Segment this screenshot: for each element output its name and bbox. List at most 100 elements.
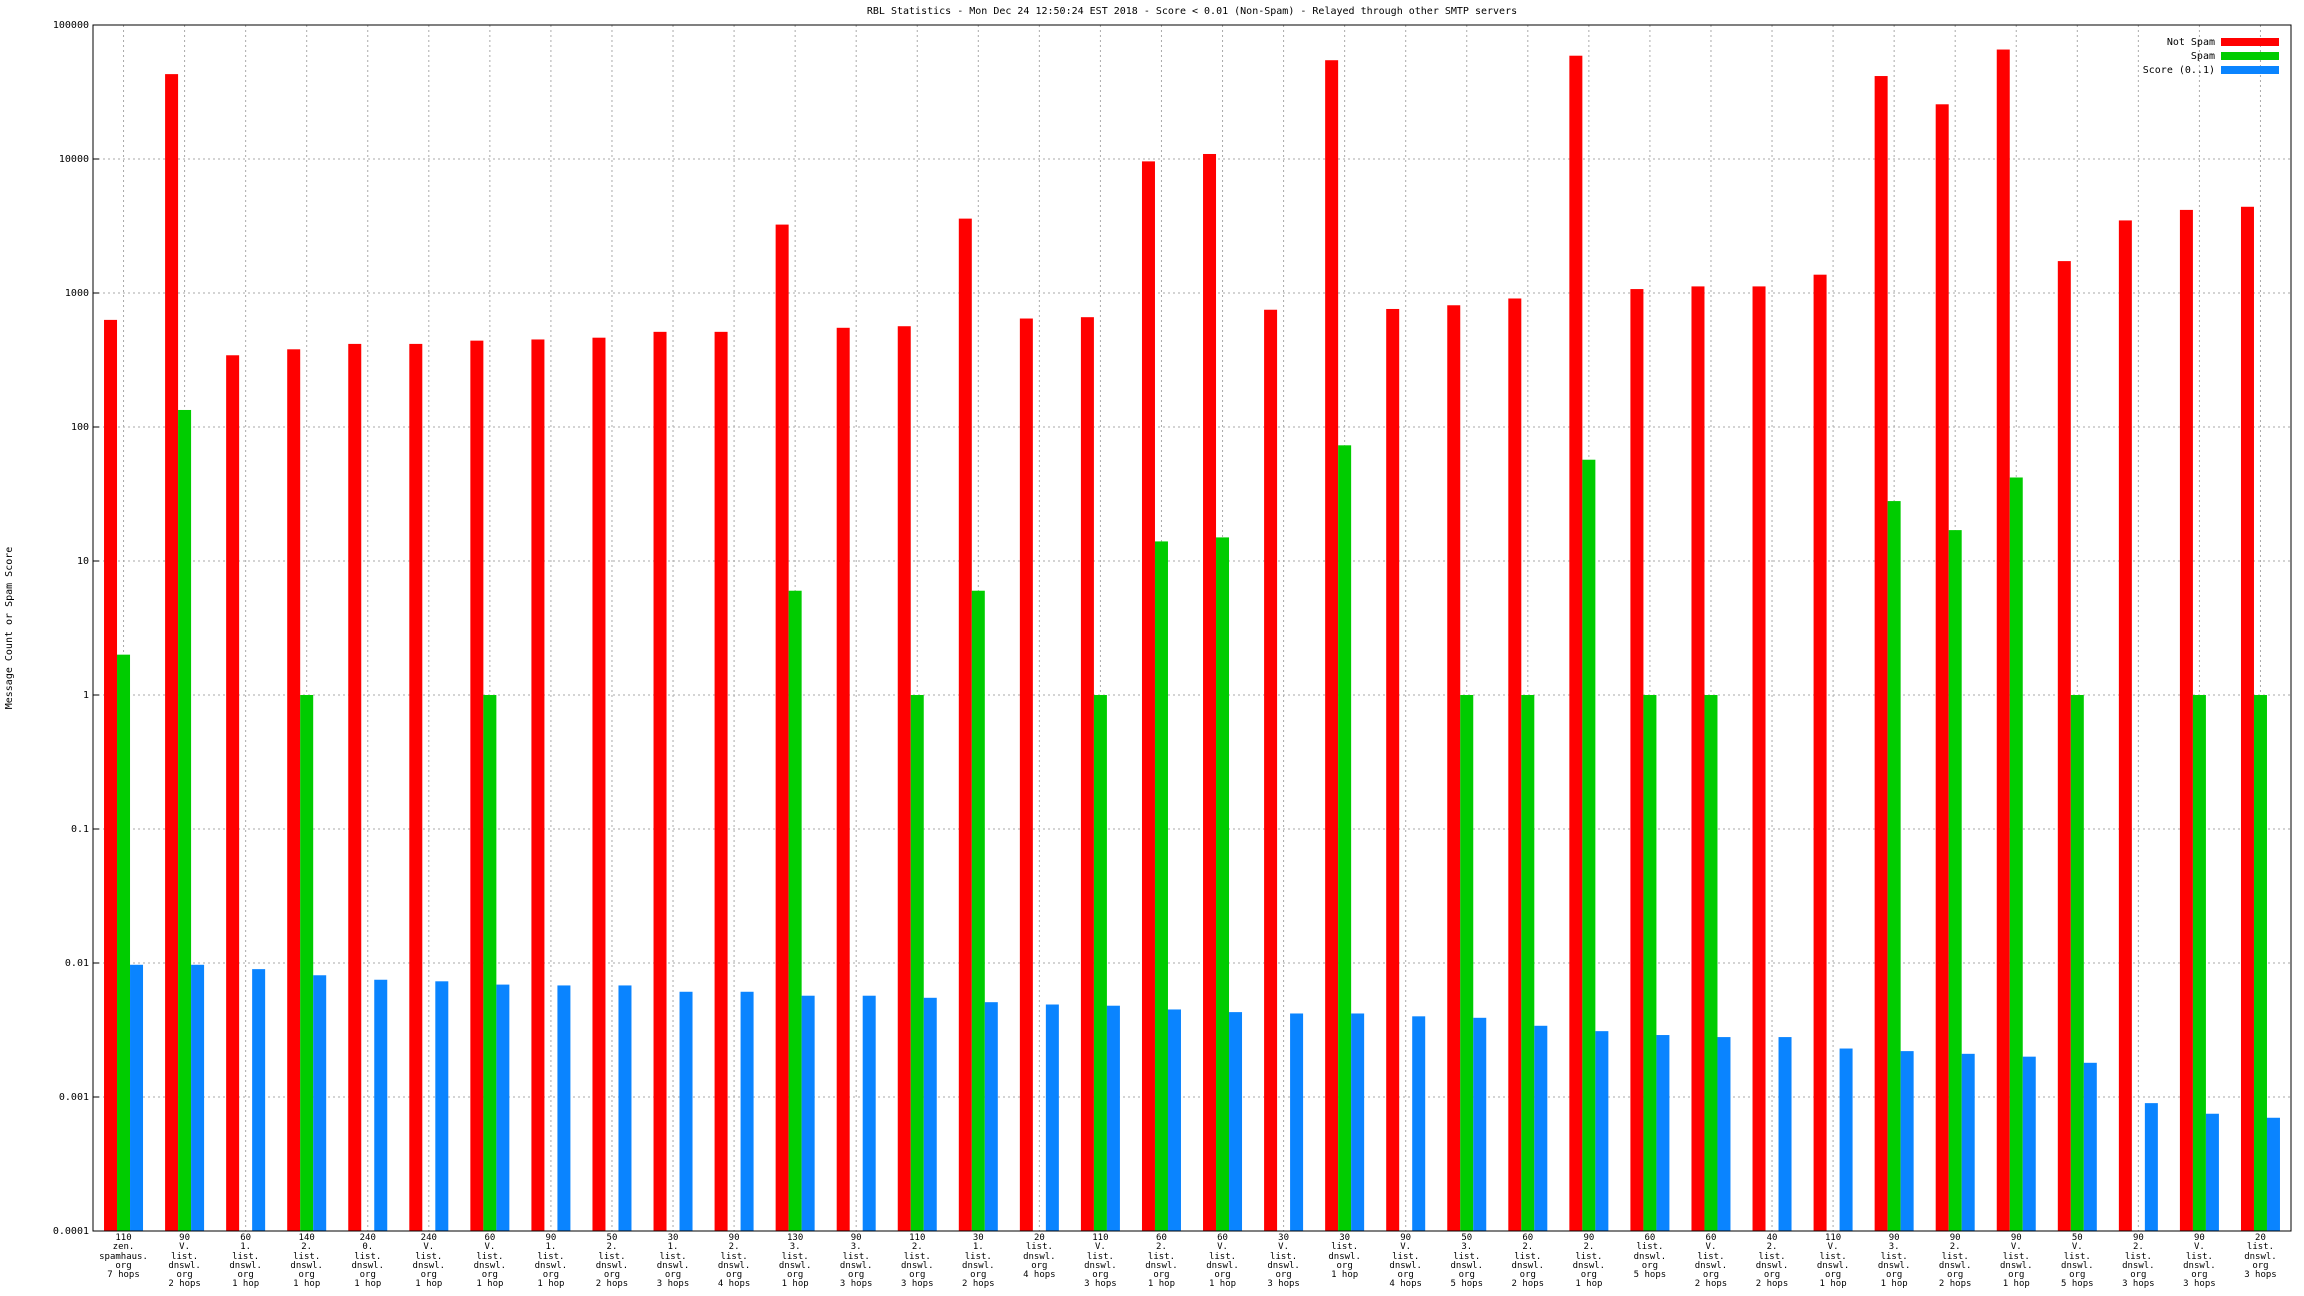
bar (226, 355, 240, 1231)
bar (1325, 60, 1339, 1231)
bar (592, 337, 606, 1231)
bar (1080, 317, 1094, 1231)
bar (1948, 530, 1962, 1231)
x-tick-label: 90 3. list. dnswl. org 3 hops (839, 1233, 873, 1290)
bar (1595, 1031, 1609, 1231)
bar (287, 349, 301, 1232)
bar (1704, 695, 1718, 1231)
bar (130, 964, 144, 1231)
x-tick-label: 30 1. list. dnswl. org 3 hops (656, 1233, 690, 1290)
bar (104, 319, 118, 1231)
bar (1717, 1037, 1731, 1231)
bar (714, 331, 728, 1232)
bar (788, 590, 802, 1231)
x-tick-label: 60 V. list. dnswl. org 2 hops (1694, 1233, 1728, 1290)
bar (1569, 55, 1583, 1232)
bar (1813, 274, 1827, 1231)
bar (984, 1002, 998, 1231)
bar (1264, 309, 1278, 1231)
y-tick-label: 1000 (65, 288, 89, 299)
x-tick-label: 40 2. list. dnswl. org 2 hops (1755, 1233, 1789, 1290)
y-tick-label: 100000 (53, 20, 89, 31)
bar (1473, 1017, 1487, 1231)
legend-swatch (2221, 66, 2279, 74)
bar (1508, 298, 1522, 1231)
bar (1460, 695, 1474, 1231)
bar (470, 340, 484, 1231)
legend-swatch (2221, 38, 2279, 46)
x-tick-label: 60 list. dnswl. org 5 hops (1633, 1233, 1667, 1281)
bar (618, 985, 632, 1231)
y-tick-label: 1 (83, 690, 89, 701)
x-tick-label: 90 2. list. dnswl. org 3 hops (2122, 1233, 2155, 1290)
bar (1961, 1053, 1975, 1231)
bar (1582, 459, 1596, 1231)
bar (801, 995, 815, 1231)
x-tick-label: 240 0. list. dnswl. org 1 hop (351, 1233, 384, 1290)
bar (1691, 286, 1705, 1231)
x-tick-label: 60 1. list. dnswl. org 1 hop (229, 1233, 262, 1290)
x-tick-label: 140 2. list. dnswl. org 1 hop (290, 1233, 323, 1290)
bar (1203, 153, 1217, 1231)
bar (1521, 695, 1535, 1231)
x-tick-label: 90 1. list. dnswl. org 1 hop (534, 1233, 568, 1290)
x-tick-label: 240 V. list. dnswl. org 1 hop (412, 1233, 446, 1290)
x-tick-label: 60 2. list. dnswl. org 1 hop (1145, 1233, 1178, 1290)
bar (1874, 76, 1888, 1231)
bar (775, 224, 789, 1231)
bar (2083, 1062, 2097, 1231)
x-tick-label: 30 1. list. dnswl. org 2 hops (962, 1233, 995, 1290)
bar (1752, 286, 1766, 1231)
x-tick-label: 20 list. dnswl. org 3 hops (2244, 1233, 2277, 1281)
bar (1019, 318, 1033, 1231)
bar (1290, 1013, 1304, 1231)
legend-label: Spam (2191, 51, 2215, 62)
bar (679, 991, 693, 1231)
bar (958, 218, 972, 1232)
bar (2022, 1056, 2036, 1231)
bar (971, 590, 985, 1231)
bar (2205, 1113, 2219, 1231)
bar (1778, 1037, 1792, 1231)
bar (1900, 1051, 1914, 1231)
legend-label: Not Spam (2167, 37, 2215, 48)
x-tick-label: 90 2. list. dnswl. org 1 hop (1572, 1233, 1606, 1290)
bar (1167, 1009, 1181, 1231)
bar (1141, 161, 1155, 1232)
x-tick-label: 30 V. list. dnswl. org 3 hops (1267, 1233, 1300, 1290)
legend-label: Score (0..1) (2143, 65, 2215, 76)
x-tick-label: 110 2. list. dnswl. org 3 hops (900, 1233, 934, 1290)
bar (897, 326, 911, 1232)
bar (2118, 220, 2132, 1232)
bar (1093, 695, 1107, 1231)
x-tick-label: 90 2. list. dnswl. org 4 hops (717, 1233, 751, 1290)
plot-frame (92, 24, 2292, 1232)
legend-swatch (2221, 52, 2279, 60)
bar (1229, 1012, 1243, 1231)
y-tick-label: 10000 (59, 154, 89, 165)
bar (117, 654, 131, 1231)
y-tick-label: 0.01 (65, 958, 89, 969)
bar (862, 995, 876, 1231)
bar (1412, 1016, 1426, 1231)
x-tick-label: 50 2. list. dnswl. org 2 hops (595, 1233, 629, 1290)
bar (2070, 695, 2084, 1231)
bar (740, 991, 754, 1231)
bar (409, 343, 423, 1232)
bar (1534, 1025, 1548, 1231)
bar (348, 343, 362, 1232)
y-tick-label: 100 (71, 422, 89, 433)
chart-title: RBL Statistics - Mon Dec 24 12:50:24 EST… (867, 6, 1517, 17)
x-tick-label: 90 V. list. dnswl. org 3 hops (2183, 1233, 2216, 1290)
bar (313, 975, 327, 1231)
bar (1643, 695, 1657, 1231)
bar (300, 695, 314, 1231)
bar (1351, 1013, 1365, 1231)
bar (923, 997, 937, 1231)
bar (191, 964, 205, 1231)
x-tick-label: 110 zen. spamhaus. org 7 hops (99, 1233, 148, 1281)
y-tick-label: 10 (77, 556, 89, 567)
bar (1935, 104, 1949, 1231)
